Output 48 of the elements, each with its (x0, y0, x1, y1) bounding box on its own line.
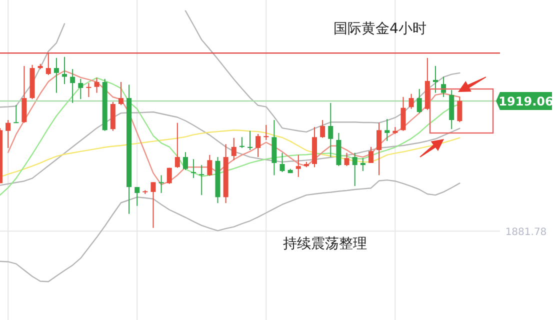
candlestick (46, 52, 51, 76)
candlestick (376, 122, 382, 176)
candlestick (432, 65, 438, 94)
candlestick (207, 154, 212, 176)
candlestick (248, 130, 252, 151)
candlestick (86, 82, 92, 98)
candlestick (280, 152, 285, 173)
candlestick (70, 68, 76, 104)
annotation: 持续震荡整理 (283, 236, 367, 252)
candlestick (457, 96, 462, 123)
candlestick (368, 146, 374, 164)
candlestick (320, 120, 326, 138)
candlestick (166, 167, 172, 184)
candlestick (134, 186, 140, 206)
candlestick (239, 136, 244, 148)
candlestick (328, 102, 334, 158)
candlestick (191, 158, 196, 178)
candlestick (14, 104, 19, 124)
candlestick (416, 88, 422, 114)
candlestick (78, 78, 84, 100)
line-series (0, 179, 460, 282)
candlestick (360, 158, 366, 172)
candlestick (54, 57, 59, 94)
candlestick (174, 122, 180, 168)
candlestick (182, 152, 188, 170)
candlestick (62, 56, 68, 85)
line-series (0, 130, 460, 178)
text: 国际黄金4小时 (334, 21, 426, 37)
candlestick (199, 164, 204, 196)
candlestick (352, 152, 358, 186)
candlestick (344, 152, 350, 167)
line-series (7, 70, 460, 186)
y-tick-label: 1919.06 (498, 94, 554, 108)
candlestick (384, 118, 390, 142)
candlestick (400, 96, 406, 132)
candlestick (256, 134, 261, 158)
candlestick (296, 154, 301, 178)
candlestick (231, 137, 236, 161)
candlestick (441, 76, 446, 98)
candlestick (94, 77, 100, 94)
line-series (0, 111, 460, 186)
candlestick (150, 182, 156, 228)
candlestick (118, 82, 124, 106)
candlestick (264, 124, 269, 140)
candlestick (6, 120, 11, 148)
candlestick (158, 174, 164, 194)
y-tick-label: 1881.78 (505, 227, 547, 238)
candlestick (408, 93, 414, 110)
